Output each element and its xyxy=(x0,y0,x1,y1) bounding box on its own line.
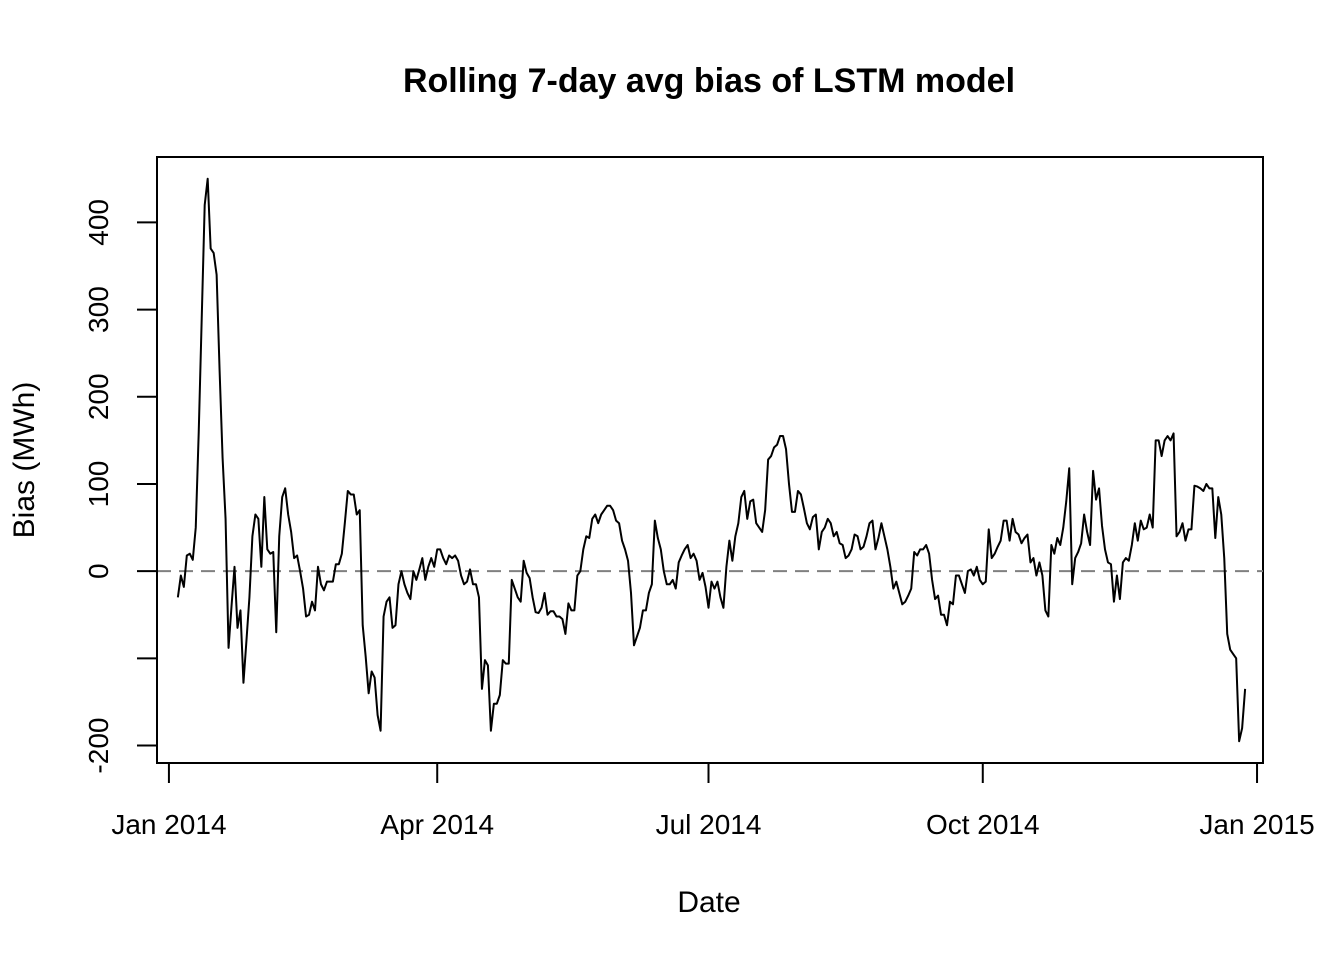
y-tick-label-5: 300 xyxy=(83,286,114,333)
x-axis-label: Date xyxy=(677,886,740,919)
series-line-0 xyxy=(176,177,1247,743)
x-tick-label-4: Jan 2015 xyxy=(1199,809,1314,840)
y-axis-label: Bias (MWh) xyxy=(8,382,41,539)
x-tick-label-2: Jul 2014 xyxy=(656,809,762,840)
y-tick-label-3: 100 xyxy=(83,461,114,508)
x-tick-label-1: Apr 2014 xyxy=(380,809,494,840)
x-tick-label-0: Jan 2014 xyxy=(111,809,226,840)
y-tick-label-4: 200 xyxy=(83,373,114,420)
chart-title: Rolling 7-day avg bias of LSTM model xyxy=(403,62,1015,100)
y-tick-label-2: 0 xyxy=(83,563,114,579)
plot-frame xyxy=(156,156,1264,764)
y-tick-label-0: -200 xyxy=(83,718,114,774)
x-tick-label-3: Oct 2014 xyxy=(926,809,1040,840)
y-tick-label-6: 400 xyxy=(83,199,114,246)
